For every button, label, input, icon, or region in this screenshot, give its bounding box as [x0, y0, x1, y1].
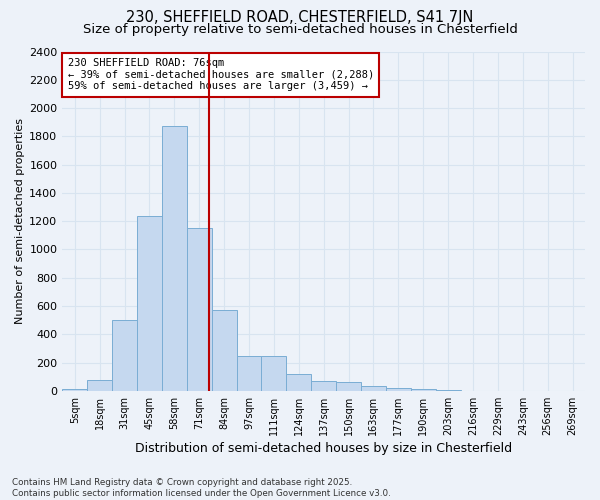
Bar: [336, 382, 361, 391]
Bar: [112, 320, 137, 391]
Bar: [436, 390, 461, 391]
Text: 230 SHEFFIELD ROAD: 76sqm
← 39% of semi-detached houses are smaller (2,288)
59% : 230 SHEFFIELD ROAD: 76sqm ← 39% of semi-…: [68, 58, 374, 92]
Bar: [236, 356, 262, 391]
Bar: [386, 388, 411, 391]
Y-axis label: Number of semi-detached properties: Number of semi-detached properties: [15, 118, 25, 324]
Bar: [262, 356, 286, 391]
Bar: [212, 310, 236, 391]
Bar: [361, 386, 386, 391]
Bar: [62, 390, 87, 391]
Text: 230, SHEFFIELD ROAD, CHESTERFIELD, S41 7JN: 230, SHEFFIELD ROAD, CHESTERFIELD, S41 7…: [127, 10, 473, 25]
Bar: [162, 126, 187, 391]
Text: Contains HM Land Registry data © Crown copyright and database right 2025.
Contai: Contains HM Land Registry data © Crown c…: [12, 478, 391, 498]
Bar: [87, 380, 112, 391]
Bar: [286, 374, 311, 391]
Bar: [187, 228, 212, 391]
X-axis label: Distribution of semi-detached houses by size in Chesterfield: Distribution of semi-detached houses by …: [135, 442, 512, 455]
Text: Size of property relative to semi-detached houses in Chesterfield: Size of property relative to semi-detach…: [83, 22, 517, 36]
Bar: [137, 216, 162, 391]
Bar: [311, 381, 336, 391]
Bar: [411, 390, 436, 391]
